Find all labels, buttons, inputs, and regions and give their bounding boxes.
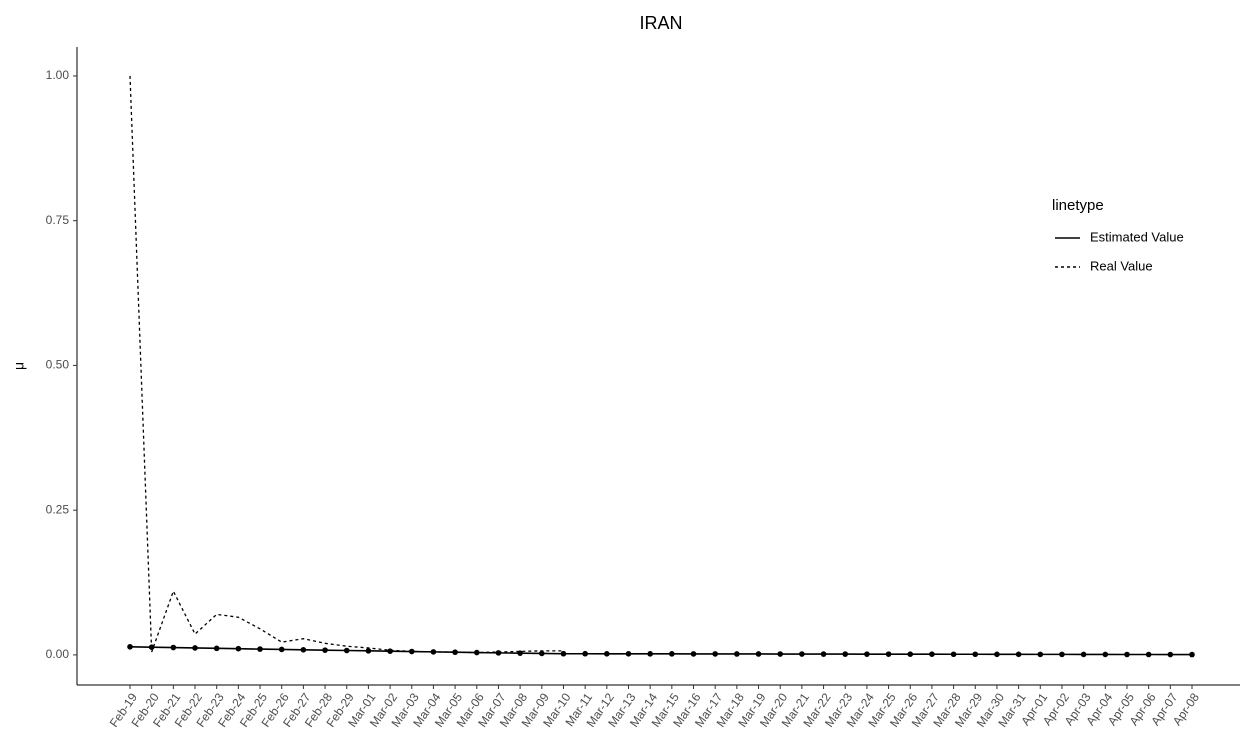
data-point xyxy=(820,651,827,657)
data-point xyxy=(538,650,545,657)
y-tick-label: 0.75 xyxy=(46,213,70,227)
data-point xyxy=(235,645,242,652)
data-point xyxy=(669,651,675,657)
chart-title: IRAN xyxy=(639,13,682,33)
data-point xyxy=(1189,651,1195,658)
data-point xyxy=(625,650,632,657)
data-point xyxy=(495,650,502,656)
data-point xyxy=(387,648,393,654)
data-point xyxy=(408,648,415,655)
data-point xyxy=(127,643,133,650)
y-tick-label: 1.00 xyxy=(46,68,70,82)
y-axis-title: μ xyxy=(11,362,27,370)
data-point xyxy=(972,651,979,658)
data-point xyxy=(365,648,372,654)
data-point xyxy=(929,651,935,657)
data-point xyxy=(278,646,285,653)
data-point xyxy=(842,651,849,657)
y-tick-label: 0.50 xyxy=(46,358,70,372)
series-line xyxy=(129,645,1193,656)
data-point xyxy=(322,647,328,653)
data-point xyxy=(1037,651,1044,658)
data-point xyxy=(1015,651,1022,658)
data-point xyxy=(864,651,870,657)
legend-label: Estimated Value xyxy=(1090,229,1184,244)
data-point xyxy=(1102,651,1109,658)
legend-title: linetype xyxy=(1052,197,1104,214)
data-point xyxy=(777,651,784,657)
data-point xyxy=(1145,651,1152,658)
data-point xyxy=(734,651,740,657)
data-point xyxy=(712,651,718,657)
data-point xyxy=(343,647,350,654)
series-line xyxy=(129,75,564,654)
data-point xyxy=(994,651,1000,658)
data-point xyxy=(950,651,957,658)
y-tick-label: 0.00 xyxy=(46,647,70,661)
data-point xyxy=(192,645,198,651)
data-point xyxy=(647,651,653,657)
data-point xyxy=(604,650,610,657)
data-point xyxy=(170,644,177,651)
data-point xyxy=(452,649,458,656)
data-point xyxy=(885,651,892,657)
legend-label: Real Value xyxy=(1090,258,1153,273)
data-point xyxy=(257,646,263,652)
data-point xyxy=(560,650,567,657)
data-point xyxy=(300,647,307,653)
data-point xyxy=(213,645,220,652)
data-point xyxy=(907,651,914,657)
data-point xyxy=(755,651,762,657)
data-point xyxy=(1124,651,1130,658)
data-point xyxy=(582,650,588,657)
data-point xyxy=(690,651,697,657)
data-point xyxy=(1080,651,1087,658)
data-point xyxy=(799,651,805,657)
data-point xyxy=(1167,651,1174,658)
data-point xyxy=(1059,651,1065,658)
y-tick-label: 0.25 xyxy=(46,502,70,516)
